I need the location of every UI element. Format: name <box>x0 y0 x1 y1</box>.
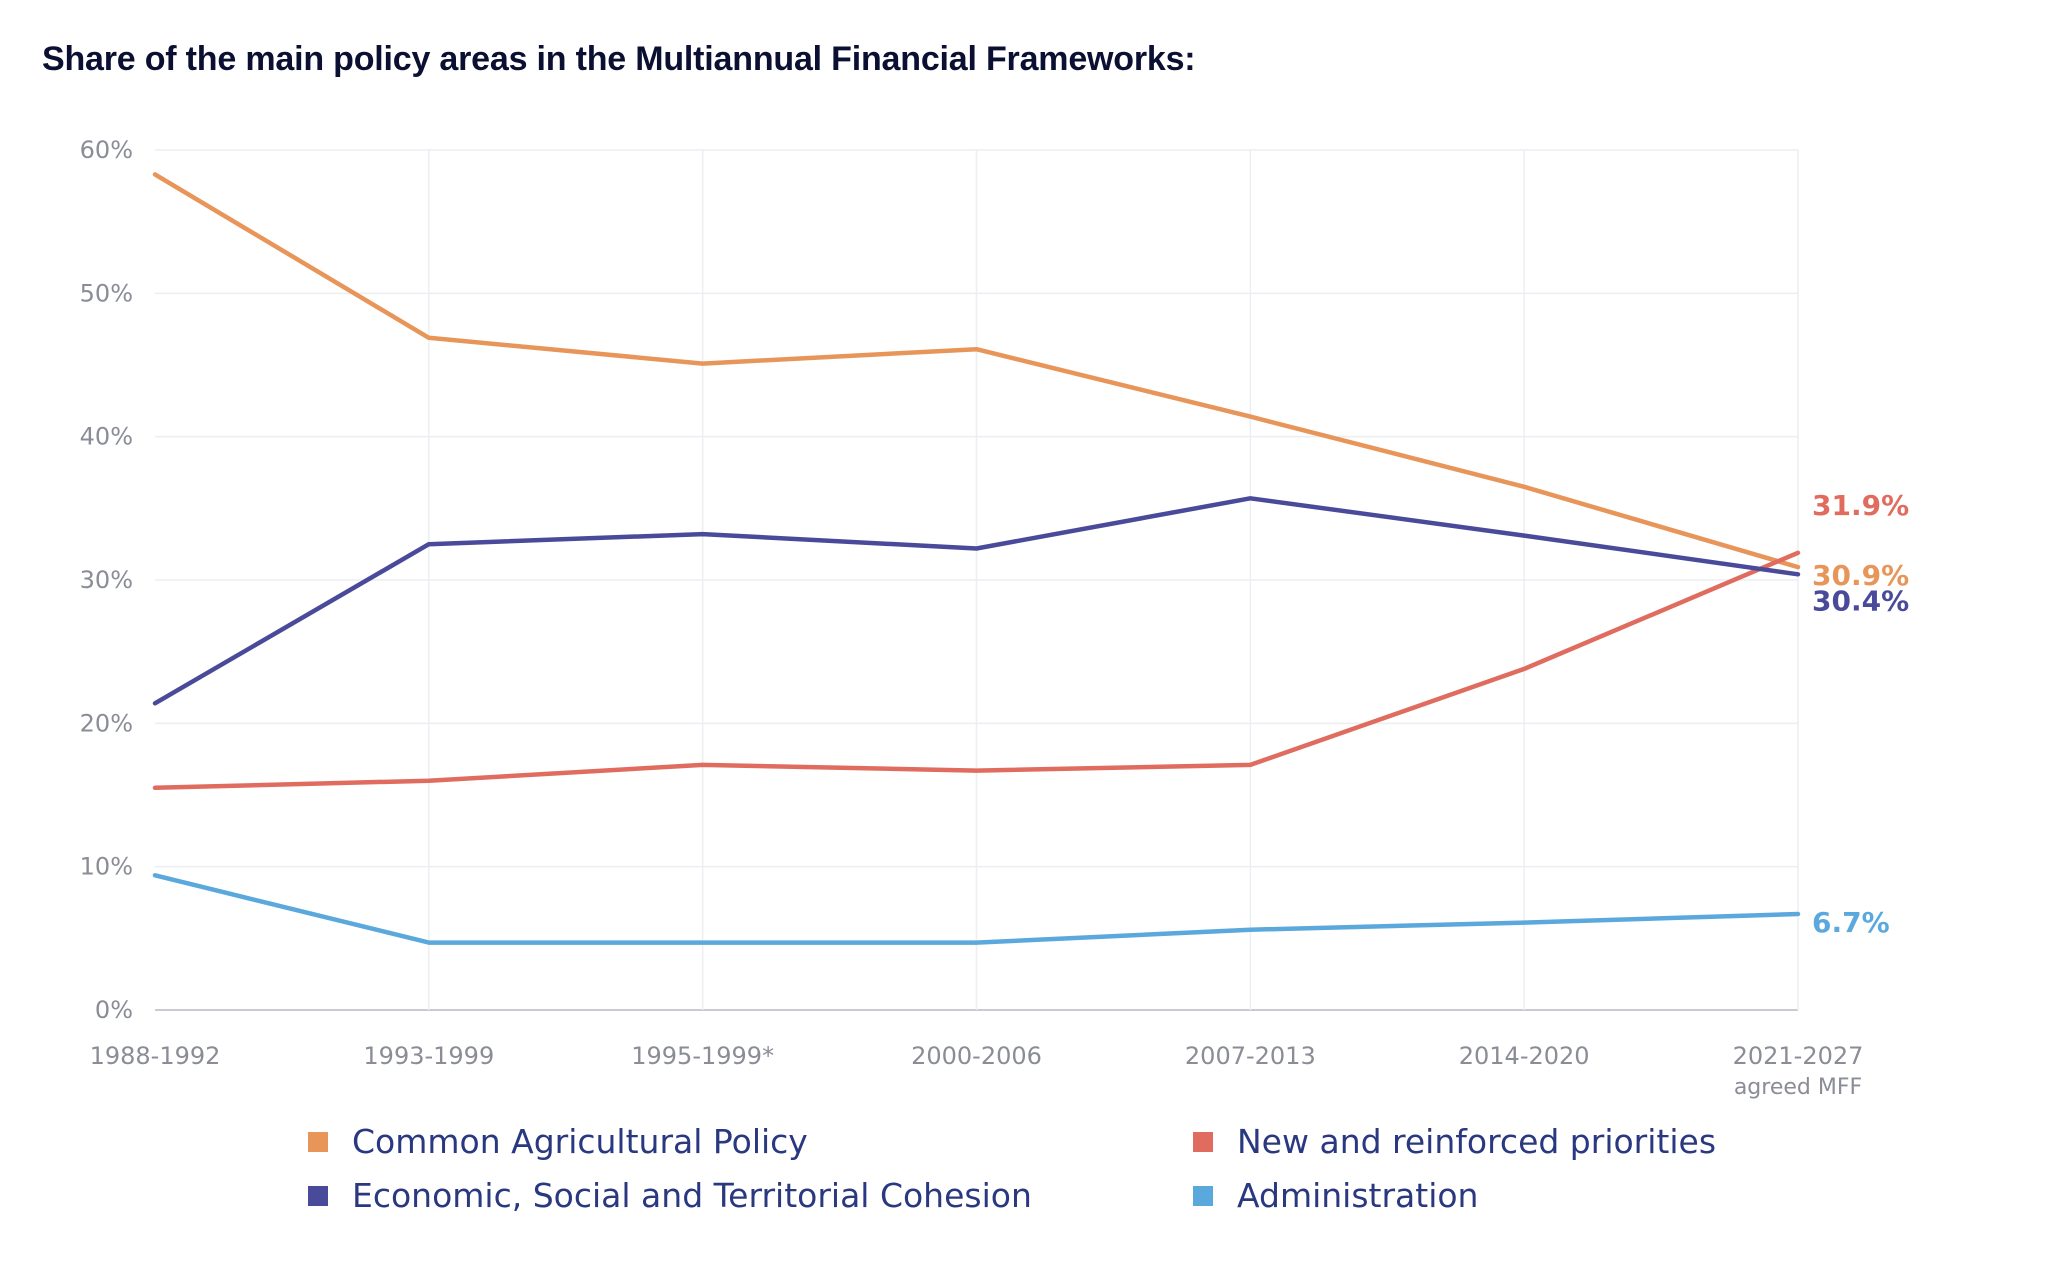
x-tick-sublabel: agreed MFF <box>1734 1075 1862 1100</box>
x-tick-label: 2007-2013 <box>1185 1042 1316 1070</box>
chart-title: Share of the main policy areas in the Mu… <box>42 40 1196 78</box>
y-tick-label: 10% <box>80 853 133 881</box>
end-value-label: 6.7% <box>1812 906 1890 939</box>
x-tick-label: 1988-1992 <box>90 1042 221 1070</box>
x-tick-label: 2014-2020 <box>1459 1042 1590 1070</box>
x-tick-label: 1995-1999* <box>631 1042 774 1070</box>
x-tick-label: 1993-1999 <box>363 1042 494 1070</box>
end-value-label: 30.9% <box>1812 559 1909 592</box>
y-tick-label: 30% <box>80 566 133 594</box>
y-tick-label: 50% <box>80 279 133 307</box>
y-tick-label: 40% <box>80 423 133 451</box>
end-value-label: 31.9% <box>1812 489 1909 522</box>
x-tick-label: 2000-2006 <box>911 1042 1042 1070</box>
y-tick-label: 60% <box>80 136 133 164</box>
y-tick-label: 20% <box>80 709 133 737</box>
x-tick-label: 2021-2027 <box>1733 1042 1864 1070</box>
y-tick-label: 0% <box>95 996 133 1024</box>
end-value-label: 30.4% <box>1812 584 1909 617</box>
